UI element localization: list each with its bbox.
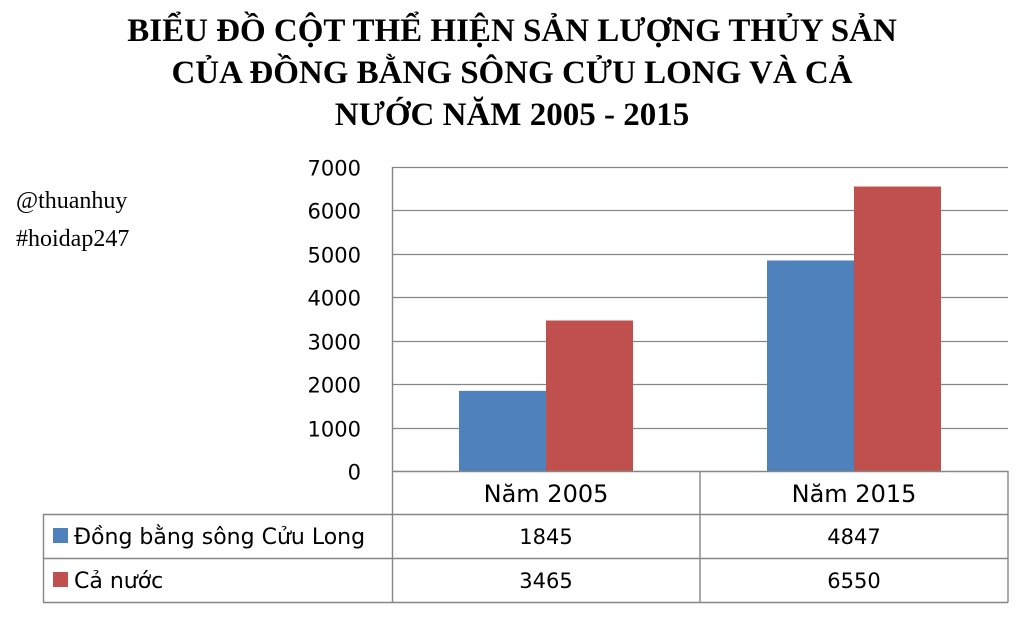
legend-key: [53, 572, 68, 587]
data-value: 1845: [519, 525, 572, 549]
data-table: Năm 2005 Năm 2015 Đồng bằng sông Cửu Long 1…: [42, 167, 1009, 604]
chart-title-line-2: CỦA ĐỒNG BẰNG SÔNG CỬU LONG VÀ CẢ: [171, 55, 853, 91]
legend-key: [53, 528, 68, 543]
chart-title-line-3: NƯỚC NĂM 2005 - 2015: [334, 97, 690, 133]
watermark-handle: @thuanhuy: [16, 188, 128, 214]
y-tick-label: 4000: [308, 287, 361, 311]
series-name: Đồng bằng sông Cửu Long: [74, 525, 365, 550]
chart-title-line-1: BIỂU ĐỒ CỘT THỂ HIỆN SẢN LƯỢNG THỦY SẢN: [127, 13, 897, 49]
category-label: Năm 2005: [484, 480, 609, 508]
y-tick-label: 3000: [308, 331, 361, 355]
bar: [546, 320, 633, 471]
watermark-hashtag: #hoidap247: [16, 226, 130, 252]
y-tick-label: 2000: [308, 374, 361, 398]
data-value: 3465: [519, 569, 572, 593]
bars: [459, 186, 941, 472]
bar: [854, 186, 941, 472]
y-tick-label: 1000: [308, 418, 361, 442]
y-tick-label: 7000: [308, 157, 361, 181]
data-value: 6550: [827, 569, 880, 593]
bar: [459, 390, 546, 471]
gridlines: [392, 166, 1008, 430]
bar: [767, 260, 854, 471]
y-tick-label: 0: [348, 461, 361, 485]
series-name: Cả nước: [74, 569, 163, 594]
y-tick-label: 6000: [308, 200, 361, 224]
data-value: 4847: [827, 525, 880, 549]
category-label: Năm 2015: [792, 480, 917, 508]
chart-title: BIỂU ĐỒ CỘT THỂ HIỆN SẢN LƯỢNG THỦY SẢN …: [0, 10, 1024, 136]
y-axis-ticks: 0 1000 2000 3000 4000 5000 6000 7000: [308, 157, 361, 485]
y-tick-label: 5000: [308, 244, 361, 268]
